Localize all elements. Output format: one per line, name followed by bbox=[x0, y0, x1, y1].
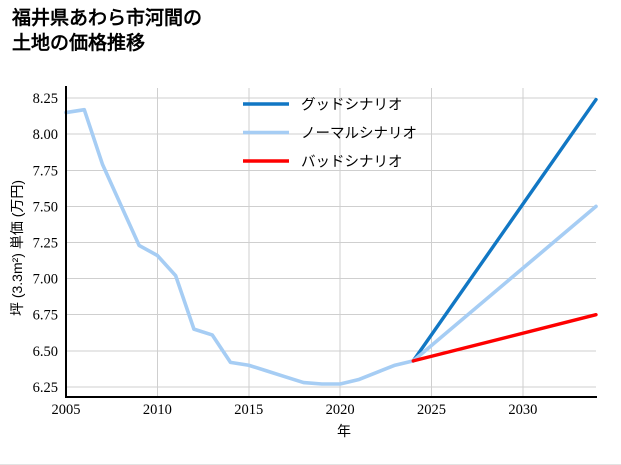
series-line-1 bbox=[411, 97, 598, 363]
x-tick-label: 2005 bbox=[52, 402, 81, 418]
x-axis-title: 年 bbox=[337, 423, 351, 439]
series-lines bbox=[64, 97, 598, 386]
y-tick-label: 6.50 bbox=[33, 344, 58, 360]
legend-label-2: ノーマルシナリオ bbox=[301, 126, 417, 142]
y-axis-tick-labels: 6.25 6.50 6.75 7.00 7.25 7.50 7.75 8.00 8.25 bbox=[33, 91, 58, 396]
y-tick-label: 7.25 bbox=[33, 236, 58, 252]
x-tick-label: 2020 bbox=[326, 402, 355, 418]
chart-title: 福井県あわら市河間の 土地の価格推移 bbox=[12, 8, 203, 54]
y-tick-label: 8.00 bbox=[33, 127, 58, 143]
y-tick-label: 7.75 bbox=[33, 163, 58, 179]
x-tick-label: 2010 bbox=[143, 402, 172, 418]
series-line-2 bbox=[64, 107, 598, 386]
y-tick-label: 7.00 bbox=[33, 272, 58, 288]
x-axis-tick-labels: 2005 2010 2015 2020 2025 2030 bbox=[52, 402, 538, 418]
series-line-3 bbox=[411, 313, 598, 363]
legend-label-3: バッドシナリオ bbox=[301, 155, 403, 171]
legend-label-1: グッドシナリオ bbox=[301, 97, 403, 114]
y-tick-label: 6.75 bbox=[33, 308, 58, 324]
y-axis-title: 坪 (3.3m²) 単価 (万円) bbox=[9, 180, 25, 316]
y-tick-label: 6.25 bbox=[33, 380, 58, 396]
y-tick-label: 7.50 bbox=[33, 199, 58, 215]
x-tick-label: 2030 bbox=[508, 402, 537, 418]
x-tick-label: 2025 bbox=[417, 402, 446, 418]
y-tick-label: 8.25 bbox=[33, 91, 58, 107]
axis-spines bbox=[64, 86, 597, 399]
x-tick-label: 2015 bbox=[234, 402, 263, 418]
